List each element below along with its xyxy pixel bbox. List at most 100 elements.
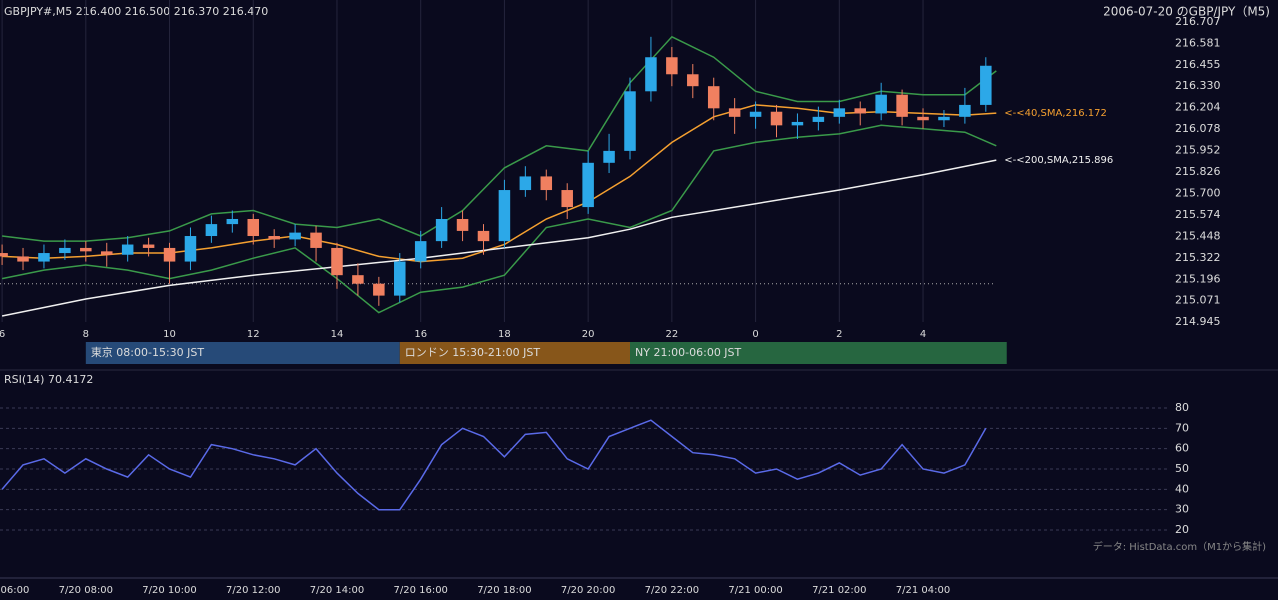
y-tick-label: 60	[1175, 442, 1189, 455]
session-label: NY 21:00-06:00 JST	[635, 346, 742, 359]
y-tick-label: 216.455	[1175, 58, 1221, 71]
candle-body	[331, 247, 343, 276]
indicator-line	[1, 159, 997, 317]
y-tick-label: 215.700	[1175, 186, 1221, 199]
candle-body	[728, 108, 741, 117]
line-label: <-<200,SMA,215.896	[1004, 155, 1113, 166]
candle-body	[205, 224, 218, 237]
y-tick-label: 215.071	[1175, 294, 1221, 307]
candle-body	[624, 91, 636, 151]
y-tick-label: 40	[1175, 482, 1189, 495]
candle-body	[519, 176, 532, 191]
y-tick-label: 50	[1175, 462, 1189, 475]
rsi-line	[1, 419, 987, 511]
candle-body	[582, 162, 594, 208]
candle-body	[80, 247, 92, 252]
candle-body	[352, 275, 364, 284]
candle-body	[875, 94, 887, 114]
candle-body	[414, 241, 427, 262]
x-tick-label: 7/20 22:00	[645, 585, 699, 596]
candle-body	[812, 116, 825, 122]
candle-body	[687, 74, 699, 87]
session-label: 東京 08:00-15:30 JST	[91, 345, 205, 359]
rsi-title: RSI(14) 70.4172	[4, 373, 93, 386]
x-tick-label: 8	[83, 329, 89, 340]
candle-body	[163, 247, 176, 262]
y-tick-label: 215.952	[1175, 144, 1221, 157]
candle-body	[247, 218, 260, 237]
candle-body	[603, 150, 615, 163]
y-tick-label: 215.322	[1175, 251, 1221, 264]
session-bar	[630, 342, 1007, 364]
source-note: データ: HistData.com（M1から集計)	[1093, 540, 1266, 553]
candle-body	[226, 218, 239, 225]
x-tick-label: 7/20 10:00	[142, 585, 196, 596]
candle-body	[749, 111, 762, 117]
candle-body	[100, 251, 113, 255]
y-tick-label: 80	[1175, 401, 1189, 414]
candle-body	[394, 261, 406, 296]
y-tick-label: 215.448	[1175, 229, 1221, 242]
chart-title: GBPJPY#,M5 216.400 216.500 216.370 216.4…	[4, 5, 268, 18]
candle-body	[938, 116, 950, 121]
y-tick-label: 215.826	[1175, 165, 1221, 178]
candle-body	[0, 253, 8, 257]
candle-body	[142, 244, 155, 248]
x-tick-label: 18	[498, 329, 511, 340]
candle-body	[833, 108, 846, 117]
line-label: <-<40,SMA,216.172	[1004, 108, 1107, 119]
candle-body	[289, 232, 301, 240]
x-tick-label: 16	[414, 329, 427, 340]
candle-body	[791, 121, 804, 126]
y-tick-label: 216.078	[1175, 122, 1221, 135]
candle-body	[707, 86, 720, 109]
y-tick-label: 214.945	[1175, 315, 1221, 328]
candle-body	[770, 111, 783, 126]
x-tick-label: 7/20 18:00	[477, 585, 531, 596]
session-bar	[399, 342, 630, 364]
y-tick-label: 216.707	[1175, 15, 1221, 28]
x-tick-label: 14	[331, 329, 344, 340]
candle-body	[959, 104, 971, 117]
candle-body	[184, 236, 197, 262]
x-tick-label: 0	[752, 329, 758, 340]
y-tick-label: 215.196	[1175, 272, 1221, 285]
x-tick-label: 7/20 14:00	[310, 585, 364, 596]
x-tick-label: 7/20 16:00	[393, 585, 447, 596]
x-tick-label: 7/21 04:00	[896, 585, 950, 596]
candle-body	[980, 65, 992, 105]
candle-body	[456, 218, 469, 231]
x-tick-label: 10	[163, 329, 176, 340]
candle-body	[373, 283, 385, 296]
x-tick-label: 7/21 00:00	[728, 585, 782, 596]
x-tick-label: 7/20 06:00	[0, 585, 29, 596]
chart-subtitle: 2006-07-20 のGBP/JPY（M5)	[1103, 5, 1270, 19]
candle-body	[896, 94, 908, 117]
x-tick-label: 12	[247, 329, 260, 340]
candle-body	[477, 230, 490, 242]
candle-body	[540, 176, 553, 191]
y-tick-label: 30	[1175, 503, 1189, 516]
x-tick-label: 6	[0, 329, 5, 340]
x-tick-label: 7/20 08:00	[59, 585, 113, 596]
candle-body	[645, 57, 657, 92]
x-tick-label: 20	[582, 329, 595, 340]
candle-body	[854, 108, 866, 114]
session-bar	[85, 342, 400, 364]
x-tick-label: 7/20 20:00	[561, 585, 615, 596]
candle-body	[17, 256, 29, 262]
x-tick-label: 7/20 12:00	[226, 585, 280, 596]
candle-body	[666, 57, 678, 75]
x-tick-label: 2	[836, 329, 842, 340]
candle-body	[38, 253, 50, 262]
y-tick-label: 216.330	[1175, 79, 1221, 92]
candle-body	[268, 236, 280, 240]
y-tick-label: 70	[1175, 421, 1189, 434]
candle-body	[561, 190, 573, 208]
y-tick-label: 216.204	[1175, 101, 1221, 114]
candle-body	[435, 218, 448, 242]
candle-body	[310, 232, 322, 248]
candle-body	[917, 116, 929, 121]
